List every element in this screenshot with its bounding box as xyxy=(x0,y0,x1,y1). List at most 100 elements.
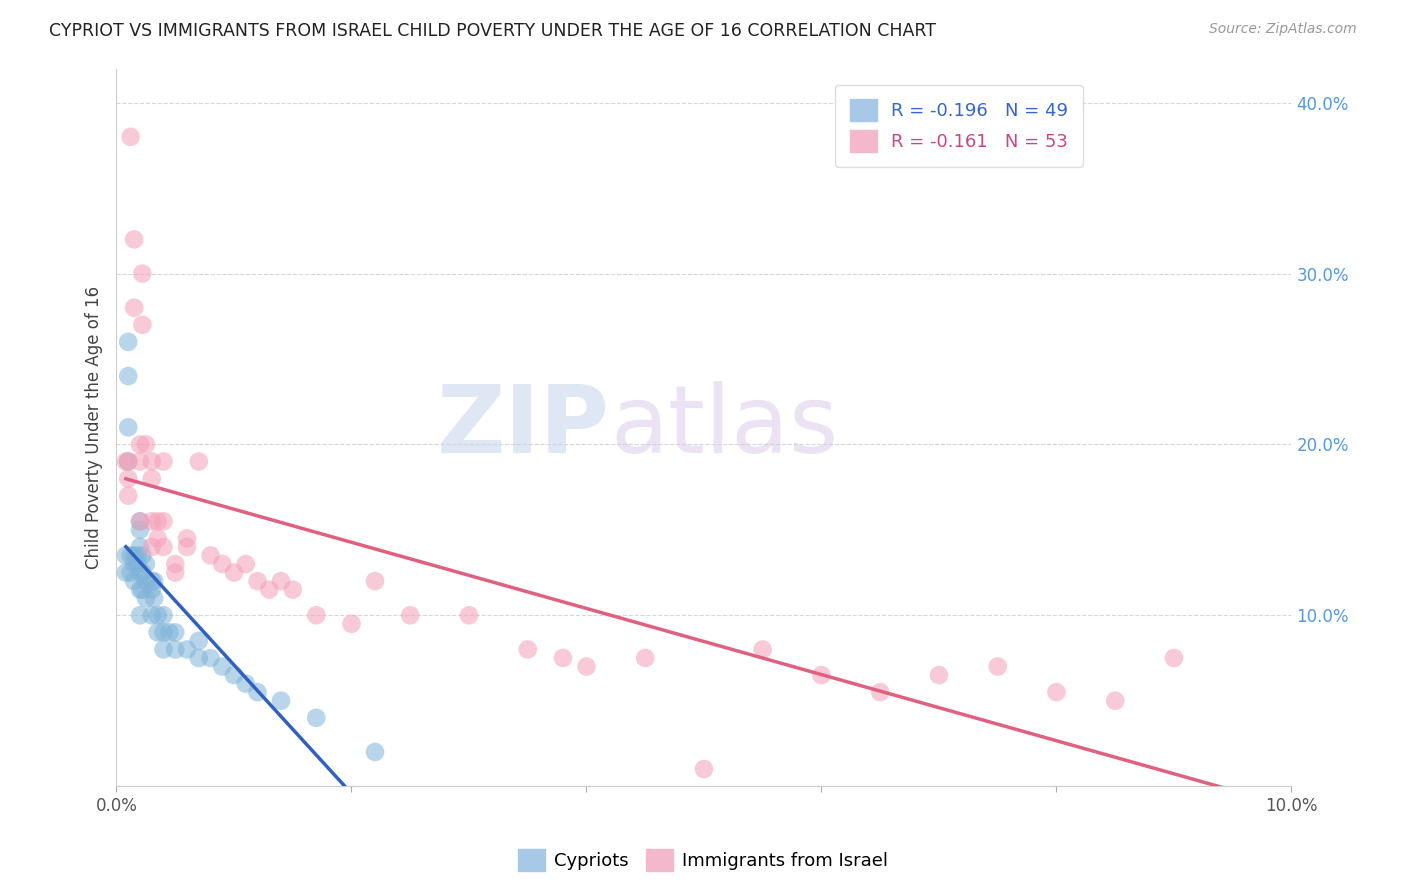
Point xyxy=(141,582,163,597)
Text: Source: ZipAtlas.com: Source: ZipAtlas.com xyxy=(1209,22,1357,37)
Point xyxy=(305,608,328,623)
Point xyxy=(575,659,598,673)
Point xyxy=(141,514,163,528)
Point xyxy=(115,454,138,468)
Point xyxy=(122,232,145,246)
Point xyxy=(122,574,145,588)
Legend: R = -0.196   N = 49, R = -0.161   N = 53: R = -0.196 N = 49, R = -0.161 N = 53 xyxy=(835,85,1083,167)
Point xyxy=(127,557,149,571)
Point xyxy=(928,668,950,682)
Point xyxy=(146,532,169,546)
Point xyxy=(200,549,222,563)
Point xyxy=(364,574,387,588)
Point xyxy=(131,566,153,580)
Point xyxy=(246,685,269,699)
Point xyxy=(141,472,163,486)
Y-axis label: Child Poverty Under the Age of 16: Child Poverty Under the Age of 16 xyxy=(86,285,103,569)
Point xyxy=(235,557,257,571)
Point xyxy=(693,762,716,776)
Point xyxy=(176,540,198,554)
Point xyxy=(751,642,773,657)
Point xyxy=(120,549,142,563)
Point xyxy=(129,540,152,554)
Point xyxy=(135,557,157,571)
Point xyxy=(810,668,832,682)
Point xyxy=(127,549,149,563)
Point xyxy=(257,582,280,597)
Point xyxy=(634,651,657,665)
Point xyxy=(122,301,145,315)
Point xyxy=(176,532,198,546)
Point xyxy=(143,574,166,588)
Point xyxy=(340,616,363,631)
Point xyxy=(117,454,139,468)
Point xyxy=(270,574,292,588)
Point xyxy=(1104,694,1126,708)
Point xyxy=(129,608,152,623)
Point xyxy=(152,540,174,554)
Point xyxy=(129,523,152,537)
Legend: Cypriots, Immigrants from Israel: Cypriots, Immigrants from Israel xyxy=(510,842,896,879)
Point xyxy=(222,668,245,682)
Point xyxy=(1163,651,1185,665)
Point xyxy=(222,566,245,580)
Point xyxy=(141,540,163,554)
Text: CYPRIOT VS IMMIGRANTS FROM ISRAEL CHILD POVERTY UNDER THE AGE OF 16 CORRELATION : CYPRIOT VS IMMIGRANTS FROM ISRAEL CHILD … xyxy=(49,22,936,40)
Point xyxy=(122,549,145,563)
Point xyxy=(152,642,174,657)
Point xyxy=(120,566,142,580)
Point xyxy=(246,574,269,588)
Point xyxy=(115,566,138,580)
Text: atlas: atlas xyxy=(610,382,838,474)
Point xyxy=(129,566,152,580)
Point xyxy=(1045,685,1067,699)
Point xyxy=(152,608,174,623)
Point xyxy=(281,582,304,597)
Point xyxy=(131,582,153,597)
Point xyxy=(141,574,163,588)
Point xyxy=(129,514,152,528)
Point xyxy=(458,608,481,623)
Point xyxy=(143,591,166,606)
Point xyxy=(516,642,538,657)
Point xyxy=(869,685,891,699)
Point xyxy=(364,745,387,759)
Point xyxy=(122,557,145,571)
Point xyxy=(165,557,187,571)
Point xyxy=(129,582,152,597)
Text: ZIP: ZIP xyxy=(437,382,610,474)
Point xyxy=(211,557,233,571)
Point xyxy=(141,608,163,623)
Point xyxy=(135,574,157,588)
Point xyxy=(270,694,292,708)
Point xyxy=(165,625,187,640)
Point xyxy=(187,454,209,468)
Point xyxy=(305,711,328,725)
Point xyxy=(152,625,174,640)
Point xyxy=(115,549,138,563)
Point xyxy=(141,454,163,468)
Point xyxy=(187,634,209,648)
Point xyxy=(135,591,157,606)
Point xyxy=(165,566,187,580)
Point xyxy=(152,514,174,528)
Point xyxy=(117,420,139,434)
Point xyxy=(117,369,139,384)
Point xyxy=(117,472,139,486)
Point xyxy=(131,267,153,281)
Point xyxy=(152,454,174,468)
Point xyxy=(120,129,142,144)
Point xyxy=(551,651,574,665)
Point xyxy=(176,642,198,657)
Point xyxy=(129,437,152,451)
Point xyxy=(146,608,169,623)
Point xyxy=(129,454,152,468)
Point xyxy=(235,676,257,690)
Point xyxy=(117,489,139,503)
Point xyxy=(165,642,187,657)
Point xyxy=(211,659,233,673)
Point xyxy=(987,659,1010,673)
Point xyxy=(157,625,180,640)
Point xyxy=(131,318,153,332)
Point xyxy=(117,454,139,468)
